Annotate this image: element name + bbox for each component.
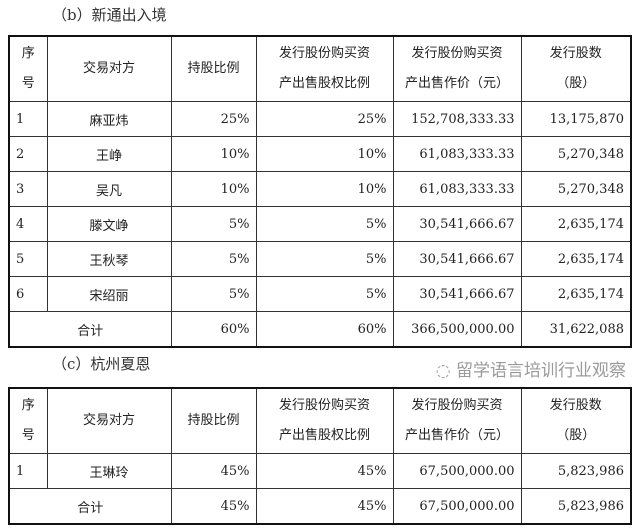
table-xintong: 序 号交易对方 持股比例 发行股份购买资 产出售股权比例 发行股份购买资 产出售作价（… xyxy=(8,35,632,348)
column-header: 发行股数 （股） xyxy=(520,387,632,454)
column-header: 发行股份购买资 产出售作价（元） xyxy=(392,387,522,454)
table-cell: 4 xyxy=(8,206,48,242)
table-cell: 麻亚炜 xyxy=(46,101,172,137)
table-cell: 30,541,666.67 xyxy=(392,241,522,277)
column-header: 序 号 xyxy=(8,35,48,102)
table-cell: 王琳玲 xyxy=(46,453,172,489)
watermark: ◌ 留学语言培训行业观察 xyxy=(435,361,626,381)
table-cell: 吴凡 xyxy=(46,171,172,207)
column-header: 交易对方 xyxy=(46,387,172,454)
table-cell: 13,175,870 xyxy=(520,101,632,137)
section-b-title: （b）新通出入境 xyxy=(52,6,167,24)
total-cell: 31,622,088 xyxy=(520,311,632,348)
table-cell: 5% xyxy=(255,206,394,242)
table-cell: 5 xyxy=(8,241,48,277)
table-cell: 30,541,666.67 xyxy=(392,276,522,312)
table-cell: 3 xyxy=(8,171,48,207)
column-header: 发行股份购买资 产出售股权比例 xyxy=(255,387,394,454)
table-cell: 5% xyxy=(170,206,257,242)
table-cell: 61,083,333.33 xyxy=(392,171,522,207)
table-cell: 25% xyxy=(170,101,257,137)
table-cell: 45% xyxy=(170,453,257,489)
table-row: 5 王秋琴 5% 5% 30,541,666.67 2,635,174 xyxy=(8,241,632,277)
table-cell: 67,500,000.00 xyxy=(392,453,522,489)
table-cell: 5,270,348 xyxy=(520,171,632,207)
table-cell: 王秋琴 xyxy=(46,241,172,277)
total-cell: 366,500,000.00 xyxy=(392,311,522,348)
table-cell: 2,635,174 xyxy=(520,206,632,242)
table-cell: 6 xyxy=(8,276,48,312)
total-cell: 5,823,986 xyxy=(520,488,632,525)
header-row: 序 号交易对方 持股比例 发行股份购买资 产出售股权比例 发行股份购买资 产出售作价（… xyxy=(8,387,632,454)
table-row: 1 王琳玲 45% 45% 67,500,000.00 5,823,986 xyxy=(8,453,632,489)
column-header: 发行股份购买资 产出售作价（元） xyxy=(392,35,522,102)
table-cell: 5,823,986 xyxy=(520,453,632,489)
column-header: 持股比例 xyxy=(170,387,257,454)
table-row: 3 吴凡 10% 10% 61,083,333.33 5,270,348 xyxy=(8,171,632,207)
table-cell: 5,270,348 xyxy=(520,136,632,172)
watermark-text: 留学语言培训行业观察 xyxy=(456,361,626,381)
table-cell: 宋绍丽 xyxy=(46,276,172,312)
table-cell: 5% xyxy=(170,241,257,277)
table-cell: 滕文峥 xyxy=(46,206,172,242)
total-cell: 45% xyxy=(255,488,394,525)
total-cell: 60% xyxy=(170,311,257,348)
column-header: 发行股数 （股） xyxy=(520,35,632,102)
total-row: 合计 60% 60% 366,500,000.00 31,622,088 xyxy=(8,311,632,348)
total-row: 合计 45% 45% 67,500,000.00 5,823,986 xyxy=(8,488,632,525)
column-header: 发行股份购买资 产出售股权比例 xyxy=(255,35,394,102)
table-cell: 30,541,666.67 xyxy=(392,206,522,242)
table-row: 4 滕文峥 5% 5% 30,541,666.67 2,635,174 xyxy=(8,206,632,242)
table-cell: 2 xyxy=(8,136,48,172)
table-cell: 5% xyxy=(255,241,394,277)
total-label: 合计 xyxy=(8,311,172,348)
table-cell: 10% xyxy=(170,171,257,207)
table-cell: 45% xyxy=(255,453,394,489)
table-cell: 25% xyxy=(255,101,394,137)
total-label: 合计 xyxy=(8,488,172,525)
table-cell: 10% xyxy=(170,136,257,172)
table-cell: 1 xyxy=(8,453,48,489)
column-header: 序 号 xyxy=(8,387,48,454)
table-cell: 1 xyxy=(8,101,48,137)
table-cell: 2,635,174 xyxy=(520,276,632,312)
total-cell: 60% xyxy=(255,311,394,348)
total-cell: 45% xyxy=(170,488,257,525)
table-cell: 2,635,174 xyxy=(520,241,632,277)
column-header: 持股比例 xyxy=(170,35,257,102)
table-cell: 王峥 xyxy=(46,136,172,172)
header-row: 序 号交易对方 持股比例 发行股份购买资 产出售股权比例 发行股份购买资 产出售作价（… xyxy=(8,35,632,102)
total-cell: 67,500,000.00 xyxy=(392,488,522,525)
table-cell: 152,708,333.33 xyxy=(392,101,522,137)
table-cell: 10% xyxy=(255,171,394,207)
table-cell: 10% xyxy=(255,136,394,172)
column-header: 交易对方 xyxy=(46,35,172,102)
table-hangzhou-xiaen: 序 号交易对方 持股比例 发行股份购买资 产出售股权比例 发行股份购买资 产出售作价（… xyxy=(8,387,632,525)
table-row: 2 王峥 10% 10% 61,083,333.33 5,270,348 xyxy=(8,136,632,172)
table-cell: 61,083,333.33 xyxy=(392,136,522,172)
table-row: 6 宋绍丽 5% 5% 30,541,666.67 2,635,174 xyxy=(8,276,632,312)
table-cell: 5% xyxy=(255,276,394,312)
section-c-title: （c）杭州夏恩 xyxy=(52,355,151,373)
table-cell: 5% xyxy=(170,276,257,312)
table-row: 1 麻亚炜 25% 25% 152,708,333.33 13,175,870 xyxy=(8,101,632,137)
